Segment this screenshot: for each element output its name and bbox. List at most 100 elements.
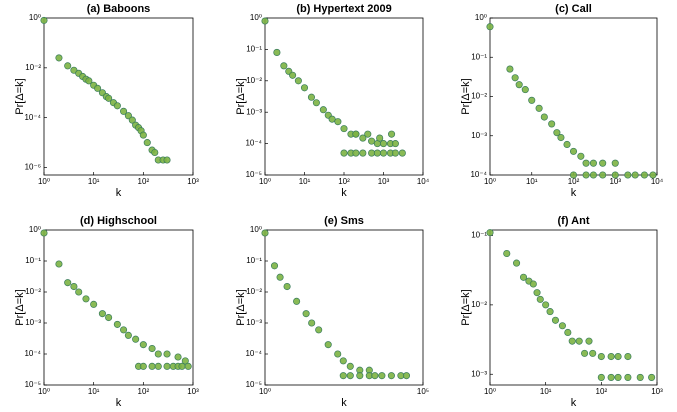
point bbox=[334, 118, 342, 126]
point bbox=[387, 372, 395, 380]
point bbox=[352, 130, 360, 138]
point bbox=[315, 326, 323, 334]
point bbox=[334, 350, 342, 358]
x-tick-label: 10³ bbox=[609, 177, 621, 186]
point bbox=[528, 96, 536, 104]
point bbox=[174, 353, 182, 361]
x-tick-label: 10⁴ bbox=[417, 177, 430, 186]
point bbox=[575, 337, 583, 345]
plot-area bbox=[264, 17, 424, 176]
point bbox=[624, 373, 632, 381]
y-tick-label: 10⁻² bbox=[246, 287, 262, 296]
point bbox=[308, 319, 316, 327]
point bbox=[577, 152, 585, 160]
x-tick-label: 10² bbox=[568, 177, 580, 186]
point bbox=[551, 316, 560, 324]
point bbox=[346, 372, 354, 380]
point bbox=[328, 115, 336, 123]
x-axis-label: k bbox=[341, 397, 347, 409]
point bbox=[553, 129, 561, 137]
point bbox=[585, 337, 593, 345]
point bbox=[163, 362, 171, 370]
point bbox=[261, 229, 269, 237]
point bbox=[352, 149, 360, 157]
y-tick-label: 10⁻⁴ bbox=[24, 349, 41, 358]
point bbox=[178, 362, 186, 370]
point bbox=[391, 149, 399, 157]
point bbox=[70, 282, 78, 291]
point bbox=[300, 84, 309, 92]
point bbox=[139, 131, 147, 139]
x-tick-label: 10¹ bbox=[299, 177, 311, 186]
chart-title: (c) Call bbox=[555, 3, 592, 15]
point bbox=[581, 349, 589, 357]
y-axis-label: Pr[Δ=k] bbox=[14, 289, 26, 325]
point bbox=[511, 74, 519, 82]
point bbox=[611, 171, 619, 179]
point bbox=[515, 81, 523, 89]
y-tick-label: 10⁻¹ bbox=[471, 231, 487, 240]
point bbox=[624, 352, 632, 361]
chart-title: (b) Hypertext 2009 bbox=[296, 3, 391, 15]
point bbox=[379, 149, 388, 157]
point bbox=[597, 352, 605, 361]
point bbox=[163, 156, 171, 164]
point bbox=[582, 159, 590, 167]
chart-title: (e) Sms bbox=[324, 215, 364, 227]
point bbox=[388, 130, 396, 138]
point bbox=[113, 102, 121, 110]
point bbox=[184, 362, 192, 370]
point bbox=[614, 373, 622, 381]
point bbox=[163, 350, 171, 358]
y-axis-label: Pr[Δ=k] bbox=[14, 78, 26, 114]
y-tick-label: 10⁻³ bbox=[246, 318, 262, 327]
chart-title: (a) Baboons bbox=[87, 3, 151, 15]
point bbox=[519, 273, 528, 281]
point bbox=[631, 171, 639, 179]
point bbox=[120, 326, 128, 334]
point bbox=[359, 149, 367, 157]
y-tick-label: 10⁻⁵ bbox=[25, 380, 41, 389]
point bbox=[270, 262, 279, 270]
point bbox=[85, 77, 93, 85]
x-tick-label: 10¹ bbox=[88, 177, 100, 186]
point bbox=[307, 93, 316, 101]
y-tick-label: 10⁻¹ bbox=[246, 256, 262, 265]
point bbox=[371, 372, 379, 380]
point bbox=[536, 295, 544, 303]
point bbox=[312, 99, 320, 107]
x-axis-label: k bbox=[116, 187, 122, 199]
point bbox=[640, 171, 648, 179]
point bbox=[359, 134, 367, 142]
point bbox=[302, 310, 310, 318]
point bbox=[364, 130, 372, 138]
x-tick-label: 10¹ bbox=[526, 177, 538, 186]
point bbox=[94, 84, 102, 92]
x-tick-label: 10¹ bbox=[540, 387, 552, 396]
point bbox=[607, 373, 615, 381]
point bbox=[294, 77, 302, 85]
point bbox=[503, 249, 511, 258]
point bbox=[143, 139, 151, 147]
y-tick-label: 10⁻¹ bbox=[25, 256, 41, 265]
y-tick-label: 10⁻⁴ bbox=[245, 139, 262, 148]
point bbox=[636, 373, 644, 381]
y-tick-label: 10⁻² bbox=[471, 300, 487, 309]
point bbox=[105, 94, 113, 102]
y-tick-label: 10⁻¹ bbox=[471, 52, 487, 61]
point bbox=[139, 362, 147, 370]
point bbox=[521, 86, 529, 94]
point bbox=[378, 372, 386, 380]
point bbox=[533, 289, 541, 297]
point bbox=[648, 373, 656, 381]
point bbox=[486, 23, 494, 31]
y-axis-label: Pr[Δ=k] bbox=[235, 78, 247, 114]
y-tick-label: 10⁻² bbox=[246, 76, 262, 85]
point bbox=[340, 149, 348, 157]
y-axis-label: Pr[Δ=k] bbox=[235, 289, 247, 325]
point bbox=[391, 140, 399, 148]
plot-area bbox=[489, 229, 658, 386]
point bbox=[506, 65, 514, 73]
point bbox=[564, 328, 572, 337]
y-tick-label: 10⁻² bbox=[471, 92, 487, 101]
